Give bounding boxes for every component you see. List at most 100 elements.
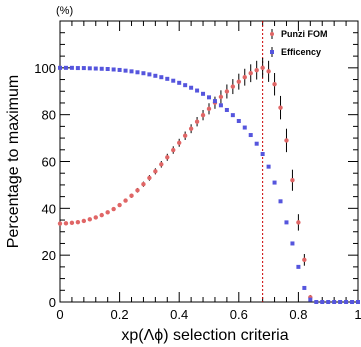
- data-point: [332, 300, 337, 304]
- data-point: [111, 206, 116, 212]
- data-point: [188, 126, 194, 131]
- data-point: [177, 140, 182, 145]
- data-point: [129, 69, 134, 74]
- data-point: [123, 198, 128, 203]
- y-axis-title: Percentage to maximum: [5, 75, 22, 248]
- data-point: [206, 106, 212, 112]
- y-tick-label: 100: [34, 61, 56, 76]
- data-point: [344, 300, 349, 304]
- data-point: [254, 141, 259, 146]
- data-point: [326, 300, 331, 304]
- data-point: [129, 193, 134, 198]
- data-point: [266, 69, 271, 74]
- series-efficency: [58, 65, 360, 304]
- data-point: [63, 65, 68, 70]
- data-point: [236, 118, 241, 123]
- axis-ticks: [59, 20, 359, 303]
- y-tick-label: 0: [49, 295, 56, 310]
- data-point: [296, 264, 301, 269]
- data-point: [81, 218, 87, 224]
- data-point: [242, 125, 247, 130]
- data-point: [224, 107, 229, 112]
- legend-entry-efficency: Efficency: [270, 47, 321, 57]
- series-layer: [57, 57, 360, 304]
- data-point: [93, 215, 98, 220]
- x-tick-label: 0.2: [111, 307, 129, 322]
- data-point: [165, 76, 170, 81]
- x-tick-label: 0.4: [170, 307, 188, 322]
- legend-marker-efficency: [270, 50, 274, 54]
- data-point: [69, 65, 74, 70]
- data-point: [171, 78, 176, 83]
- legend-label-punzi: Punzi FOM: [281, 29, 328, 39]
- data-point: [75, 219, 81, 225]
- legend: Punzi FOM Efficency: [270, 29, 328, 57]
- data-point: [99, 66, 104, 71]
- data-point: [87, 217, 93, 222]
- data-point: [236, 79, 241, 84]
- data-point: [302, 285, 307, 290]
- y-tick-label: 40: [42, 201, 56, 216]
- data-point: [254, 67, 259, 73]
- data-point: [75, 66, 80, 71]
- plot-frame: [59, 20, 359, 303]
- data-point: [177, 80, 182, 85]
- data-point: [296, 220, 301, 225]
- data-point: [260, 152, 265, 157]
- data-point: [242, 75, 247, 80]
- data-point: [278, 199, 283, 204]
- data-point: [207, 95, 211, 100]
- data-point: [182, 133, 188, 138]
- data-point: [99, 212, 104, 218]
- data-point: [69, 220, 75, 226]
- data-point: [218, 103, 223, 108]
- data-point: [183, 83, 188, 88]
- data-point: [201, 91, 206, 96]
- data-point: [260, 65, 265, 71]
- y-tick-label: 20: [42, 248, 56, 263]
- data-point: [87, 66, 92, 71]
- data-point: [248, 133, 253, 138]
- data-point: [290, 241, 295, 246]
- data-point: [200, 112, 206, 118]
- data-point: [284, 138, 289, 143]
- data-point: [248, 71, 253, 76]
- data-point: [272, 82, 277, 87]
- data-point: [171, 147, 176, 153]
- y-tick-label: 80: [42, 108, 56, 123]
- data-point: [117, 67, 122, 72]
- data-point: [224, 89, 230, 94]
- series-punzi-fom: [57, 57, 313, 300]
- x-axis-title: xp(Λϕ) selection criteria: [121, 327, 288, 344]
- data-point: [290, 178, 295, 183]
- data-point: [63, 221, 69, 226]
- data-point: [272, 180, 277, 185]
- data-point: [356, 300, 360, 304]
- data-point: [57, 221, 63, 226]
- data-point: [302, 257, 307, 263]
- data-point: [147, 175, 152, 181]
- y-unit-label: (%): [56, 5, 73, 17]
- x-tick-label: 1: [354, 307, 361, 322]
- data-point: [350, 300, 355, 304]
- data-point: [93, 66, 98, 71]
- data-point: [320, 300, 325, 304]
- data-point: [147, 72, 152, 77]
- data-point: [141, 71, 146, 76]
- data-point: [153, 73, 158, 78]
- data-point: [135, 70, 140, 75]
- data-point: [123, 68, 128, 73]
- data-point: [212, 99, 217, 104]
- data-point: [58, 65, 62, 70]
- x-tick-label: 0.8: [289, 307, 307, 322]
- x-tick-label: 0.6: [230, 307, 248, 322]
- data-point: [153, 169, 158, 174]
- y-tick-label: 60: [42, 155, 56, 170]
- data-point: [159, 75, 164, 80]
- legend-marker-punzi: [270, 32, 274, 36]
- data-point: [195, 88, 200, 93]
- data-point: [189, 85, 194, 90]
- data-point: [165, 155, 170, 160]
- data-point: [117, 202, 122, 208]
